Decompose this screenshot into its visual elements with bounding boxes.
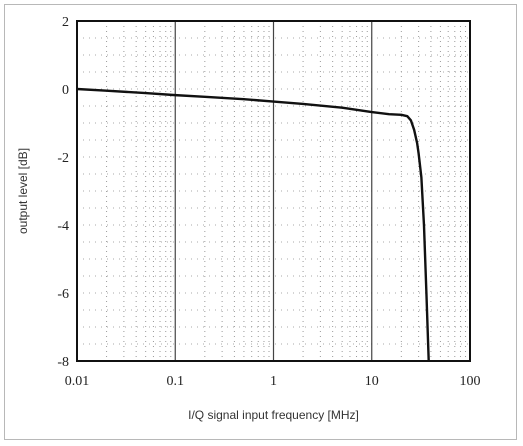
x-axis-label: I/Q signal input frequency [MHz] — [188, 408, 359, 422]
frequency-response-chart: 0.01 0.1 1 10 100 2 0 -2 -4 -6 -8 I/Q signal inpu… — [16, 15, 481, 422]
x-tick-label: 1 — [270, 374, 277, 389]
chart-frame: 0.01 0.1 1 10 100 2 0 -2 -4 -6 -8 I/Q signal inpu… — [4, 4, 517, 440]
series-line-0 — [76, 87, 430, 362]
y-tick-labels: 2 0 -2 -4 -6 -8 — [57, 15, 69, 370]
plot-area-border — [76, 20, 471, 362]
y-tick-label: -4 — [57, 219, 69, 234]
series-layer — [76, 87, 430, 362]
y-tick-label: -6 — [57, 287, 69, 302]
x-tick-label: 0.1 — [167, 374, 185, 389]
x-tick-labels: 0.01 0.1 1 10 100 — [65, 374, 481, 389]
x-tick-label: 100 — [460, 374, 481, 389]
y-tick-label: -2 — [57, 151, 69, 166]
x-tick-label: 10 — [365, 374, 379, 389]
y-axis-label: output level [dB] — [16, 148, 30, 234]
grid — [76, 21, 471, 361]
y-tick-label: -8 — [57, 355, 69, 370]
y-tick-label: 0 — [62, 83, 69, 98]
y-tick-label: 2 — [62, 15, 69, 30]
x-tick-label: 0.01 — [65, 374, 90, 389]
